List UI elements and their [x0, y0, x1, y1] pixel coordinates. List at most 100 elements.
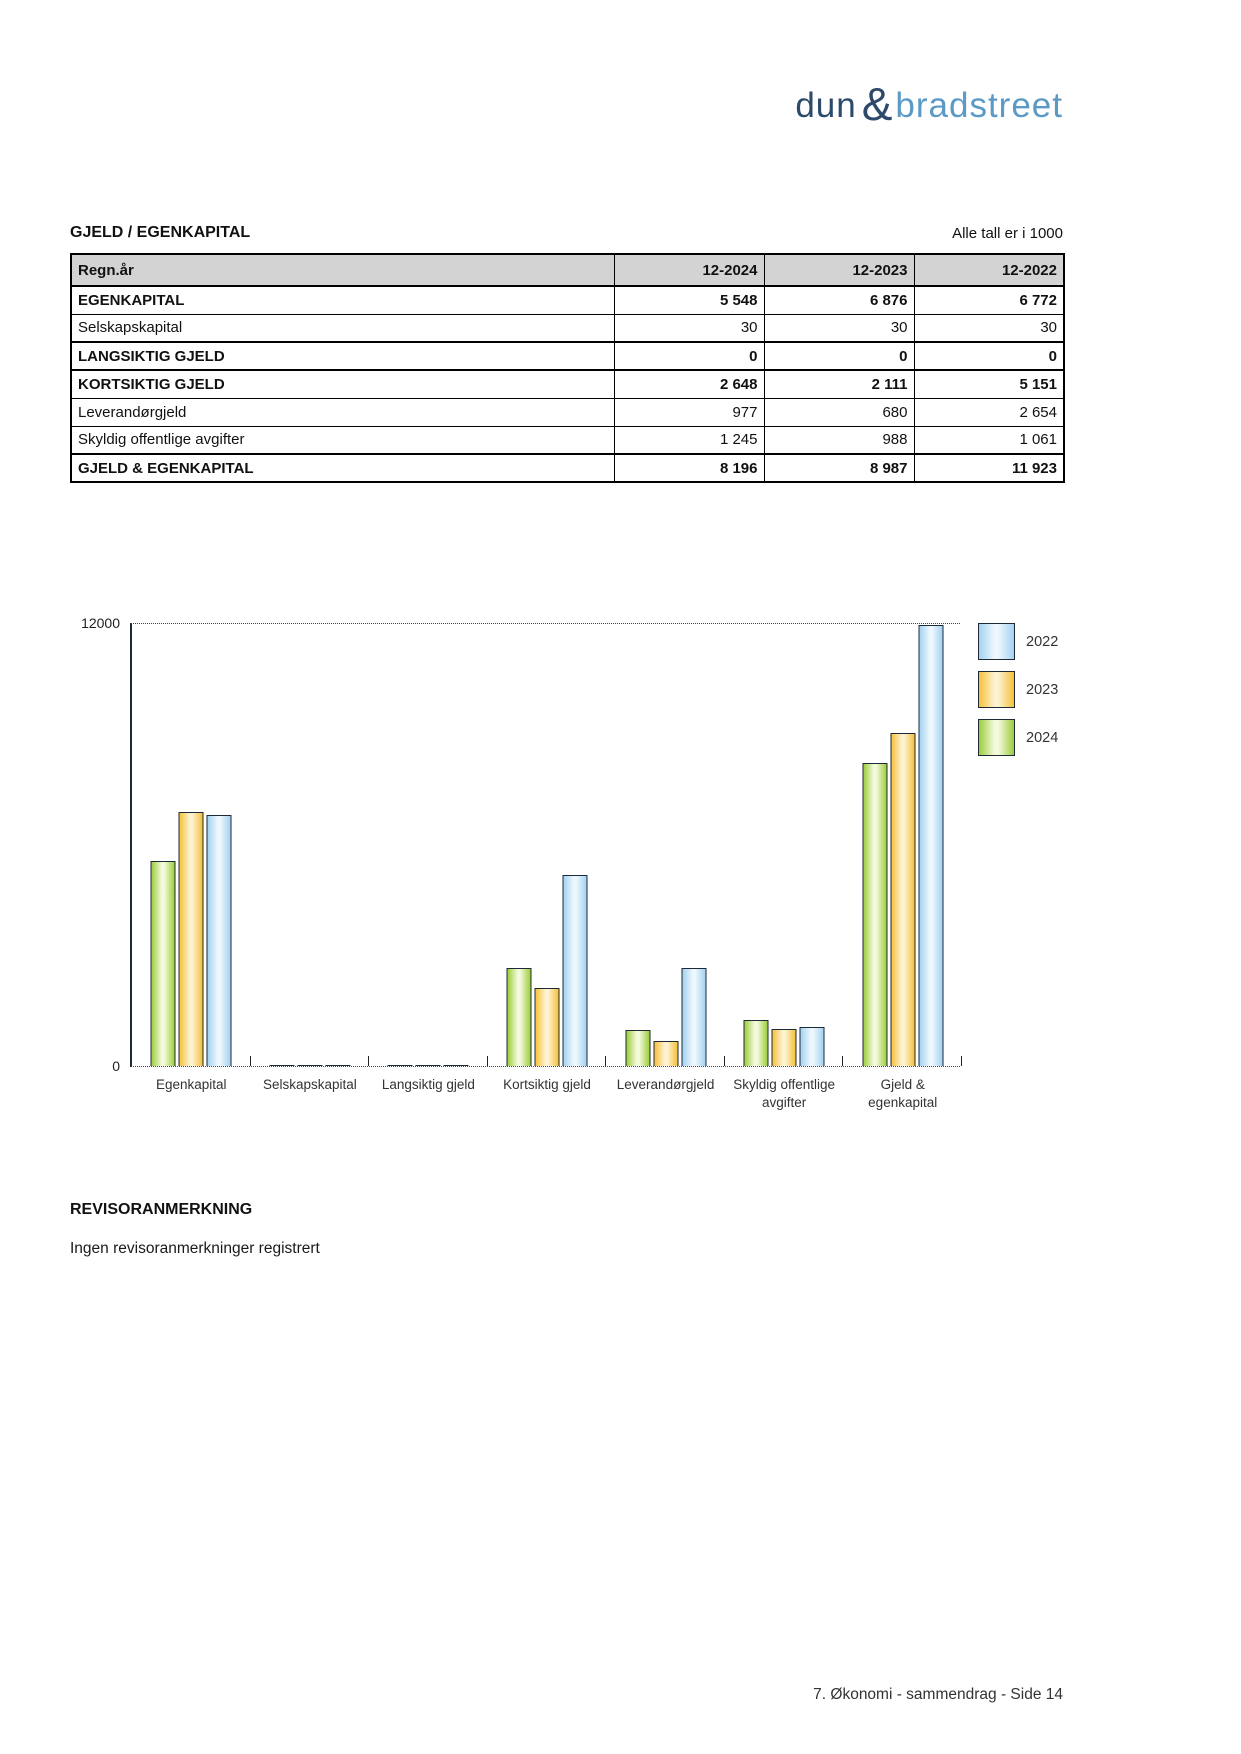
bar-2023: [415, 1065, 441, 1066]
x-axis-tick: [842, 1056, 844, 1066]
y-axis-label-0: 0: [112, 1058, 120, 1074]
table-row: EGENKAPITAL 5 548 6 876 6 772: [70, 285, 1065, 315]
units-note: Alle tall er i 1000: [952, 225, 1063, 242]
x-axis-label: Kortsiktig gjeld: [473, 1076, 622, 1094]
bar-2024: [150, 861, 176, 1066]
row-value: 2 111: [763, 369, 915, 399]
logo-dun-text: dun: [795, 86, 857, 125]
bar-2022: [918, 625, 944, 1066]
row-label: KORTSIKTIG GJELD: [70, 369, 615, 399]
x-axis-tick: [723, 1056, 725, 1066]
row-value: 2 654: [913, 397, 1065, 427]
y-axis-label-12000: 12000: [81, 615, 120, 631]
row-label: GJELD & EGENKAPITAL: [70, 453, 615, 483]
legend-swatch-2023: [978, 671, 1015, 708]
bar-2024: [269, 1065, 295, 1066]
bar-cluster: [387, 1065, 469, 1066]
bar-cluster: [506, 875, 588, 1066]
row-value: 2 648: [613, 369, 765, 399]
row-value: 5 151: [913, 369, 1065, 399]
row-value: 1 245: [613, 425, 765, 455]
x-axis-tick: [961, 1056, 962, 1066]
bar-2023: [653, 1041, 679, 1066]
row-value: 8 196: [613, 453, 765, 483]
row-value: 977: [613, 397, 765, 427]
x-axis-label: Gjeld & egenkapital: [828, 1076, 977, 1112]
bar-cluster: [269, 1065, 351, 1066]
bar-2024: [743, 1020, 769, 1066]
row-label: Skyldig offentlige avgifter: [70, 425, 615, 455]
x-axis-tick: [605, 1056, 607, 1066]
table-header-12-2022: 12-2022: [913, 253, 1065, 287]
table-header-row: Regn.år 12-2024 12-2023 12-2022: [70, 253, 1065, 287]
bar-group: [488, 624, 607, 1066]
bar-2022: [206, 815, 232, 1066]
bar-2024: [387, 1065, 413, 1066]
legend-item: 2024: [978, 719, 1058, 756]
row-value: 0: [913, 341, 1065, 371]
bar-2024: [625, 1030, 651, 1066]
row-value: 0: [613, 341, 765, 371]
x-axis-label: Langsiktig gjeld: [354, 1076, 503, 1094]
logo-ampersand-icon: &: [861, 78, 893, 130]
x-axis-label-line: Leverandørgjeld: [616, 1077, 715, 1092]
legend-swatch-2024: [978, 719, 1015, 756]
table-body: EGENKAPITAL 5 548 6 876 6 772 Selskapskapita…: [70, 285, 1065, 483]
row-value: 6 772: [913, 285, 1065, 315]
x-axis-label-line: Egenkapital: [156, 1077, 227, 1092]
bar-2024: [506, 968, 532, 1066]
balance-table: Regn.år 12-2024 12-2023 12-2022 EGENKAPI…: [70, 253, 1065, 483]
bar-2024: [862, 763, 888, 1066]
row-value: 11 923: [913, 453, 1065, 483]
bar-2022: [325, 1065, 351, 1066]
chart-legend: 2022 2023 2024: [978, 623, 1058, 767]
bar-cluster: [743, 1020, 825, 1066]
bar-2022: [799, 1027, 825, 1066]
x-axis-label-line: egenkapital: [868, 1095, 938, 1110]
row-value: 988: [763, 425, 915, 455]
bar-group: [725, 624, 844, 1066]
table-row: Skyldig offentlige avgifter 1 245 988 1 061: [70, 425, 1065, 455]
legend-swatch-2022: [978, 623, 1015, 660]
x-axis-label: Egenkapital: [117, 1076, 266, 1094]
x-axis-label-line: avgifter: [761, 1095, 807, 1110]
table-row: Leverandørgjeld 977 680 2 654: [70, 397, 1065, 427]
x-axis-tick: [368, 1056, 370, 1066]
bar-2023: [890, 733, 916, 1066]
x-axis-label-line: Skyldig offentlige: [733, 1077, 836, 1092]
logo-bradstreet-text: bradstreet: [895, 86, 1063, 125]
row-value: 30: [913, 313, 1065, 343]
row-value: 5 548: [613, 285, 765, 315]
table-row: GJELD & EGENKAPITAL 8 196 8 987 11 923: [70, 453, 1065, 483]
x-axis-label-line: Selskapskapital: [262, 1077, 357, 1092]
table-header-12-2023: 12-2023: [763, 253, 915, 287]
row-label: LANGSIKTIG GJELD: [70, 341, 615, 371]
row-value: 1 061: [913, 425, 1065, 455]
table-header-12-2024: 12-2024: [613, 253, 765, 287]
bar-cluster: [150, 812, 232, 1066]
legend-label: 2023: [1026, 681, 1059, 698]
x-axis-label: Selskapskapital: [236, 1076, 385, 1094]
table-row: Selskapskapital 30 30 30: [70, 313, 1065, 343]
row-value: 30: [613, 313, 765, 343]
bar-2022: [681, 968, 707, 1066]
x-axis-label: Leverandørgjeld: [591, 1076, 740, 1094]
page-footer: 7. Økonomi - sammendrag - Side 14: [813, 1686, 1063, 1703]
table-header-regnaar: Regn.år: [70, 253, 615, 287]
bar-2023: [534, 988, 560, 1066]
row-value: 8 987: [763, 453, 915, 483]
x-axis-tick: [249, 1056, 251, 1066]
bar-cluster: [862, 625, 944, 1066]
bar-group: [606, 624, 725, 1066]
bar-group: [369, 624, 488, 1066]
dun-bradstreet-logo: dun & bradstreet: [795, 74, 1063, 130]
row-label: Selskapskapital: [70, 313, 615, 343]
revisor-heading: REVISORANMERKNING: [70, 1201, 253, 1218]
x-axis-label-line: Kortsiktig gjeld: [503, 1077, 591, 1092]
x-axis-label: Skyldig offentlige avgifter: [710, 1076, 859, 1112]
bar-2023: [771, 1029, 797, 1066]
row-label: EGENKAPITAL: [70, 285, 615, 315]
row-value: 0: [763, 341, 915, 371]
legend-label: 2022: [1026, 633, 1059, 650]
